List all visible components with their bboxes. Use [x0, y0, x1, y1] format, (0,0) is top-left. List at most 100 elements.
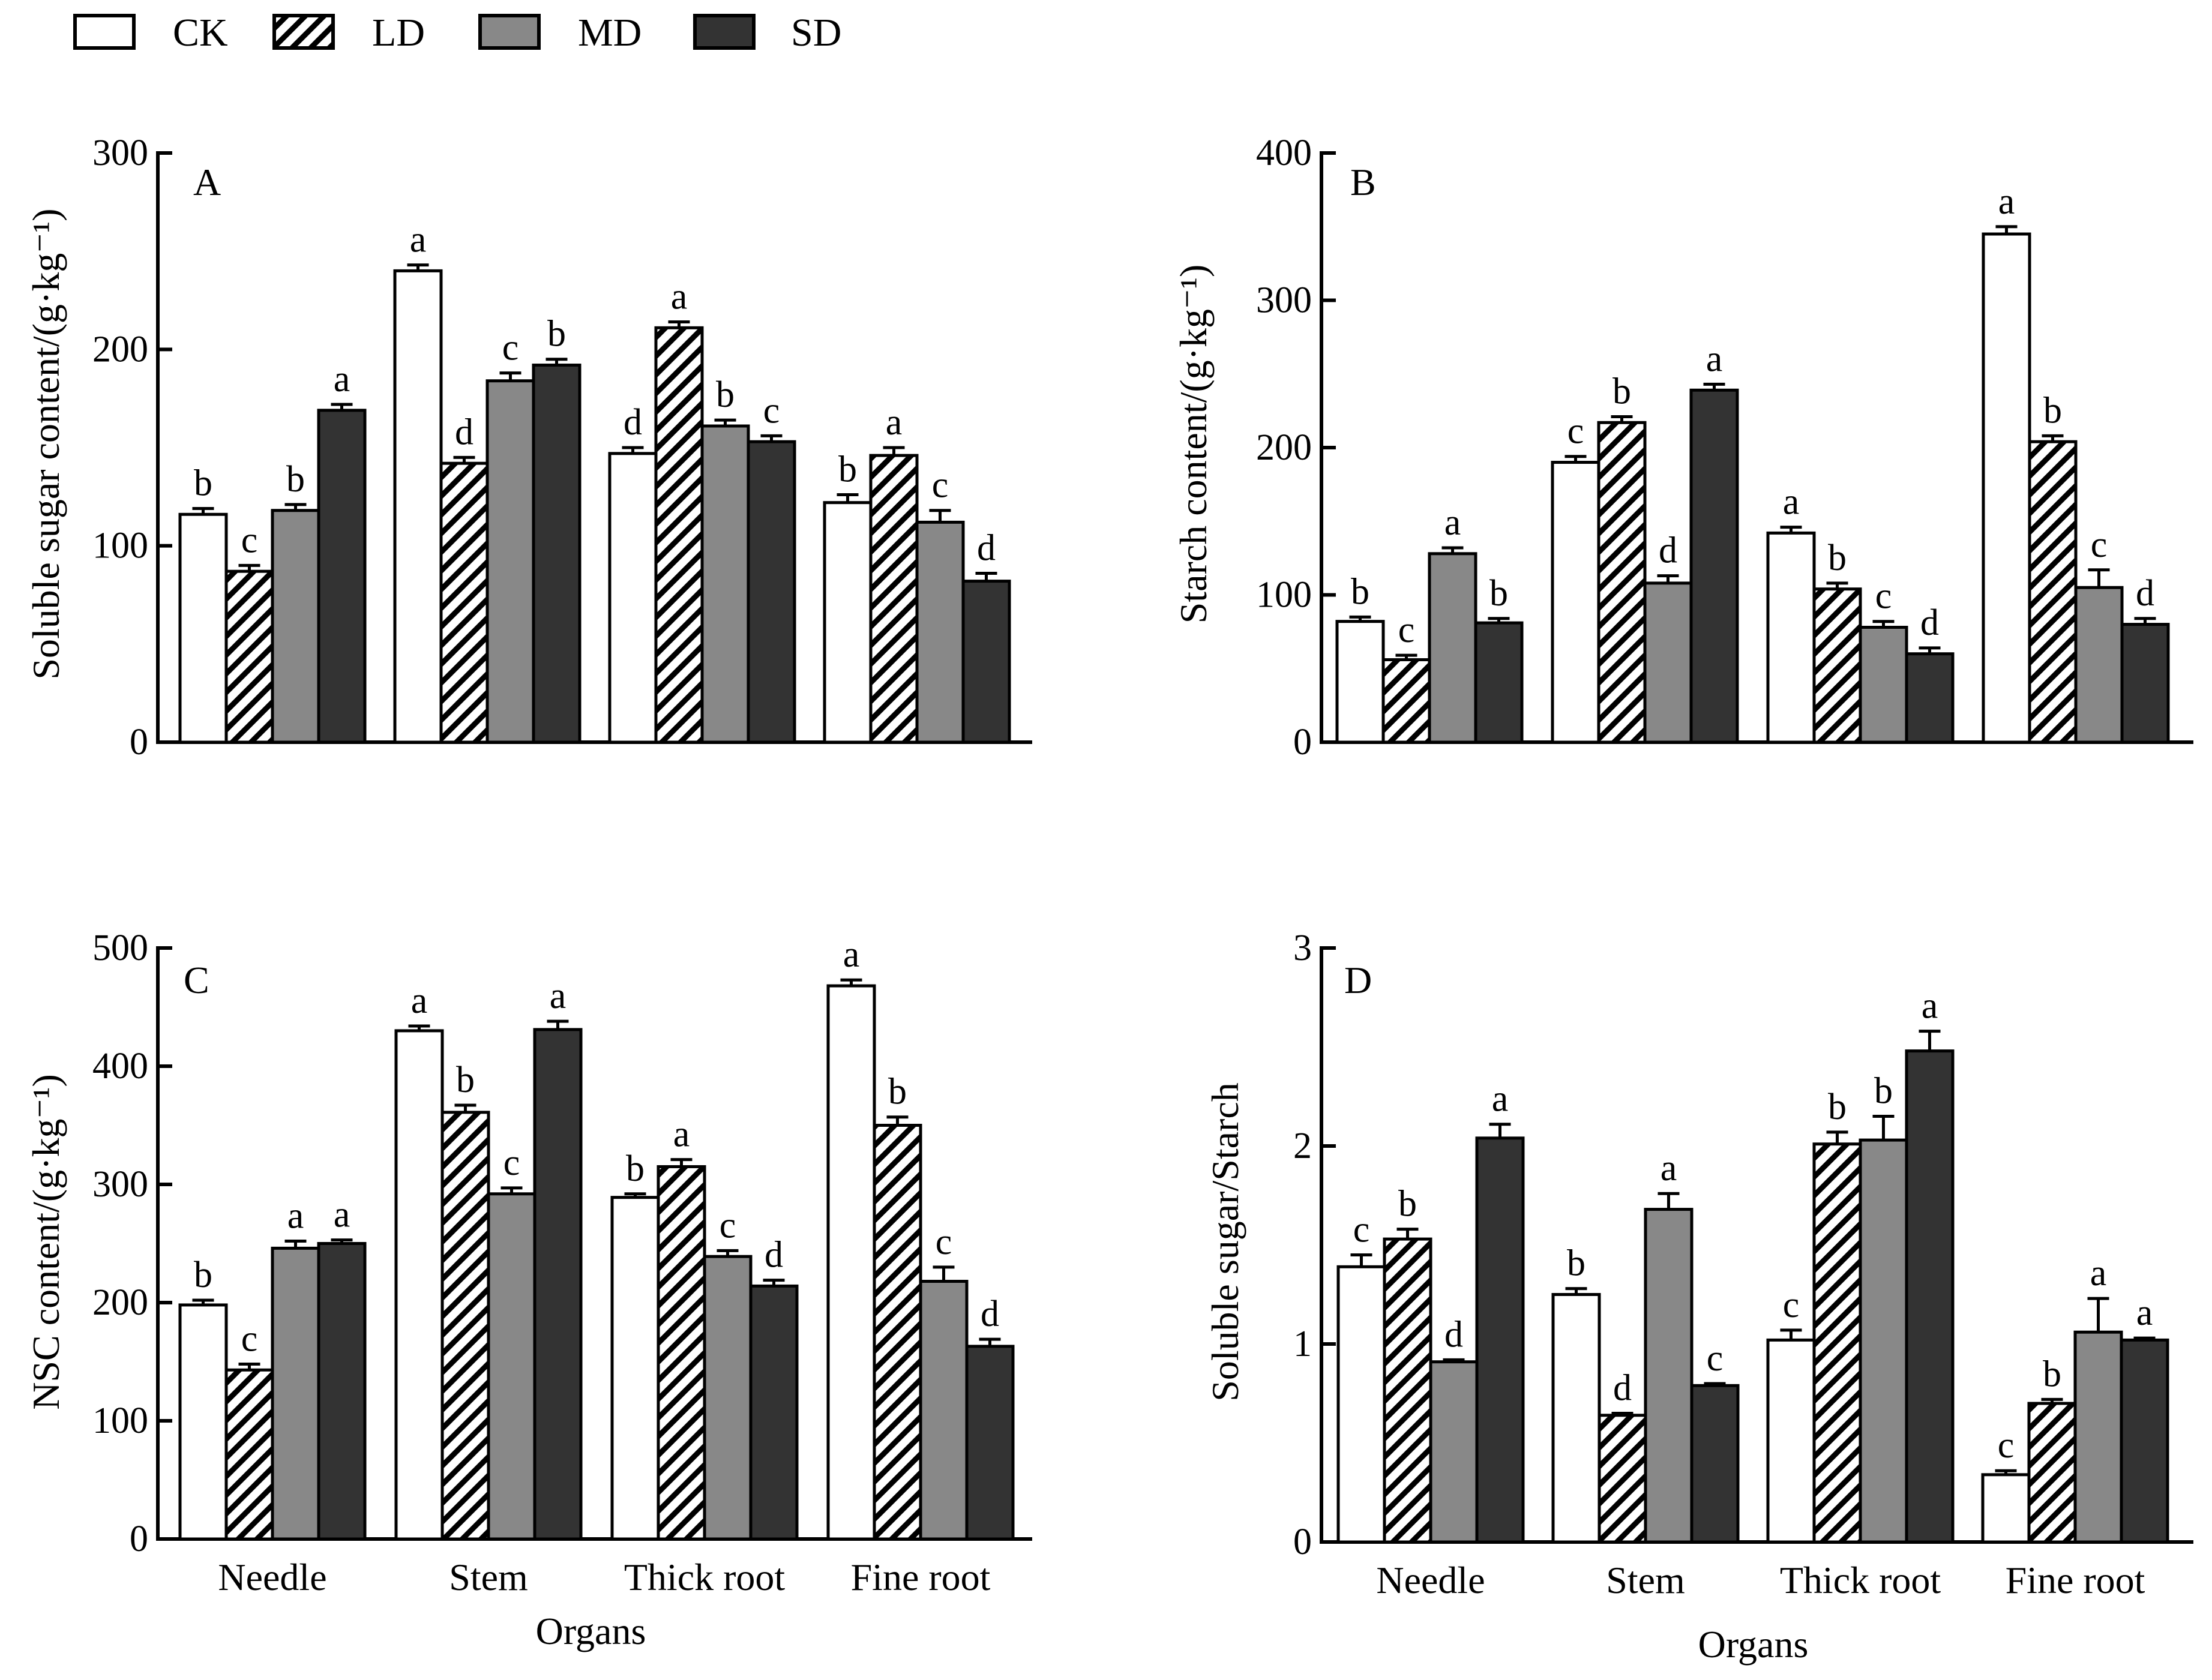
panel-b-bar-md: [1428, 552, 1477, 744]
panel-d-x-axis-title: Organs: [1698, 1623, 1809, 1666]
legend-item-ck: CK: [73, 11, 228, 55]
panel-d-sig-letter-sd: a: [1492, 1079, 1509, 1120]
panel-a-bar-sd: [532, 364, 582, 744]
panel-b-bar-sd: [1689, 388, 1739, 744]
panel-c-bar-md: [919, 1280, 969, 1541]
panel-a-bar-ck: [178, 512, 228, 744]
panel-d-sig-letter-md: b: [1874, 1071, 1893, 1112]
panel-d-sig-letter-sd: a: [2136, 1292, 2153, 1333]
panel-a-bar-md: [915, 520, 965, 744]
panel-a-sig-letter-ck: b: [194, 463, 212, 503]
panel-b-bar-md: [1643, 581, 1693, 744]
panel-d-y-tick-label: 3: [1293, 928, 1312, 968]
panel-b-bar-sd: [1905, 652, 1955, 744]
panel-a-soluble-sugar-chart: 0 100 200 300 Soluble sugar content/(g·kg⁻¹)…: [25, 133, 1032, 763]
panel-b-bar-ck: [1335, 620, 1385, 744]
panel-d-y-tick-label: 2: [1293, 1126, 1312, 1166]
panel-d-letter: D: [1344, 959, 1372, 1001]
panel-a-sig-letter-ck: b: [838, 449, 857, 490]
panel-d-sig-letter-sd: a: [1922, 986, 1938, 1027]
panel-d-bar-ld: [1812, 1142, 1862, 1544]
panel-c-bar-ck: [610, 1196, 660, 1541]
panel-a-sig-letter-sd: d: [977, 527, 996, 568]
panel-a-bar-ck: [608, 452, 658, 744]
panel-a-sig-letter-ck: d: [624, 402, 642, 443]
panel-a-bar-sd: [747, 440, 796, 744]
panel-d-bar-ck: [1766, 1338, 1816, 1544]
panel-c-y-tick-label: 100: [92, 1400, 148, 1441]
panel-a-y-tick-label: 200: [92, 329, 148, 370]
legend-swatch-sd: [693, 14, 756, 50]
panel-b-bar-ld: [1812, 587, 1862, 744]
panel-a-letter: A: [193, 161, 221, 203]
panel-d-category-fine-root: Fine root: [2006, 1559, 2145, 1601]
panel-b-sig-letter-sd: d: [1920, 602, 1939, 643]
legend-swatch-ck: [73, 14, 136, 50]
panel-b-y-tick-label: 0: [1293, 722, 1312, 763]
legend-swatch-md: [478, 14, 541, 50]
panel-b-sig-letter-md: c: [1875, 576, 1892, 617]
panel-b-sig-letter-sd: d: [2136, 573, 2154, 614]
panel-a-sig-letter-sd: b: [547, 314, 566, 355]
panel-b-y-tick-label: 100: [1256, 575, 1312, 616]
legend-label-md: MD: [578, 11, 642, 55]
panel-d-bar-sd: [1905, 1049, 1955, 1544]
panel-c-y-tick-label: 500: [92, 928, 148, 968]
panel-b-bar-ld: [1381, 658, 1431, 744]
panel-d-bar-sd: [2120, 1338, 2169, 1544]
panel-d-sig-letter-ld: b: [1398, 1184, 1417, 1225]
panel-c-bar-ld: [657, 1165, 706, 1541]
panel-c-sig-letter-sd: a: [550, 976, 567, 1016]
panel-d-sig-letter-ck: c: [1353, 1210, 1370, 1250]
panel-c-sig-letter-ck: a: [411, 980, 428, 1021]
panel-b-letter: B: [1350, 161, 1376, 203]
panel-d-bar-md: [1859, 1138, 1908, 1544]
panel-c-x-axis-title: Organs: [536, 1610, 646, 1652]
panel-a-bar-md: [700, 424, 750, 744]
panel-a-bar-md: [485, 379, 535, 744]
panel-a-bar-ld: [439, 461, 489, 744]
panel-c-sig-letter-md: c: [503, 1142, 520, 1183]
panel-c-sig-letter-ck: a: [843, 934, 860, 975]
panel-b-bar-ck: [1982, 232, 2031, 744]
panel-d-sig-letter-ck: c: [1783, 1285, 1800, 1325]
panel-a-sig-letter-md: b: [716, 374, 735, 415]
panel-c-sig-letter-md: c: [936, 1222, 952, 1262]
panel-c-sig-letter-sd: d: [765, 1235, 783, 1276]
panel-d-bar-md: [2073, 1330, 2123, 1544]
panel-d-category-stem: Stem: [1606, 1559, 1685, 1601]
panel-d-y-tick-label: 1: [1293, 1324, 1312, 1364]
legend-item-md: MD: [478, 11, 642, 55]
panel-c-bar-md: [703, 1255, 753, 1541]
panel-d-bar-ck: [1551, 1293, 1601, 1544]
panel-b-y-axis-title: Starch content/(g·kg⁻¹): [1172, 265, 1215, 624]
panel-d-bar-ld: [1383, 1237, 1432, 1544]
panel-b-bar-ck: [1766, 531, 1816, 744]
legend: CK LD MD SD: [73, 11, 841, 55]
panel-b-sig-letter-md: c: [2091, 524, 2108, 565]
panel-a-sig-letter-md: c: [502, 328, 519, 368]
panel-a-sig-letter-ck: a: [410, 220, 427, 260]
panel-b-y-tick-label: 300: [1256, 280, 1312, 321]
legend-label-ck: CK: [173, 11, 228, 55]
panel-b-sig-letter-sd: b: [1489, 573, 1508, 614]
panel-b-sig-letter-ld: b: [1612, 371, 1631, 412]
panel-c-bar-sd: [965, 1345, 1015, 1541]
panel-b-sig-letter-ck: a: [1998, 181, 2015, 222]
panel-a-y-tick-label: 0: [130, 722, 148, 763]
panel-c-sig-letter-md: a: [287, 1196, 304, 1237]
panel-b-bar-md: [2074, 586, 2124, 744]
panel-a-bar-ld: [224, 569, 274, 744]
panel-b-sig-letter-ld: c: [1398, 610, 1415, 650]
panel-a-sig-letter-ld: a: [886, 402, 903, 443]
panel-c-letter: C: [184, 959, 209, 1001]
panel-c-bar-ck: [178, 1303, 228, 1541]
panel-a-bar-ck: [823, 501, 873, 744]
panel-d-sig-letter-ld: d: [1613, 1368, 1632, 1409]
panel-b-bar-sd: [1474, 621, 1524, 744]
panel-b-bar-md: [1859, 626, 1908, 744]
panel-b-bar-ld: [2028, 440, 2078, 744]
panel-c-bar-sd: [533, 1028, 583, 1541]
panel-a-y-tick-label: 100: [92, 526, 148, 566]
